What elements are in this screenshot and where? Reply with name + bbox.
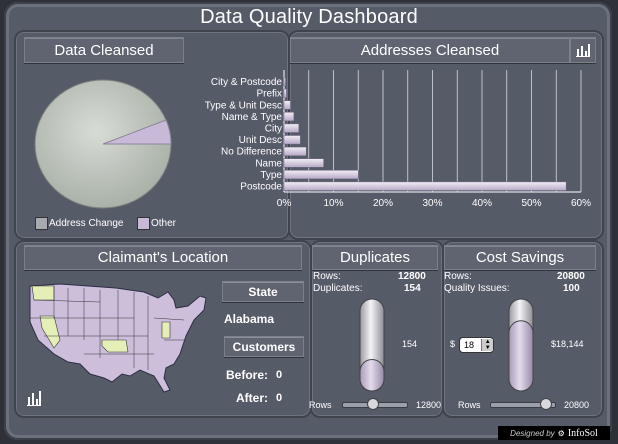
- bar-chart-icon: [27, 391, 41, 406]
- cs-rows-slider-knob[interactable]: [540, 398, 553, 410]
- cost-savings-gauge: [508, 298, 534, 392]
- x-tick-label: 20%: [373, 198, 393, 209]
- state-indiana: [161, 321, 171, 339]
- legend-label-address-change: Address Change: [49, 218, 124, 229]
- category-label: No Difference: [221, 147, 282, 158]
- cost-savings-panel: [442, 240, 604, 418]
- cs-qi-label: Quality Issues:: [444, 283, 510, 294]
- cost-stepper-value: 18: [464, 340, 475, 350]
- dup-slider-label: Rows: [309, 400, 332, 410]
- state-oklahoma: [101, 339, 129, 353]
- us-map[interactable]: [24, 278, 210, 396]
- state-nevada: [39, 315, 61, 349]
- cost-stepper[interactable]: 18 ▲ ▼: [459, 337, 494, 353]
- state-washington: [31, 285, 55, 301]
- bar[interactable]: [283, 181, 567, 191]
- bar[interactable]: [283, 77, 286, 87]
- data-cleansed-pie: [34, 79, 172, 209]
- bar[interactable]: [283, 158, 324, 168]
- cs-currency-label: $: [450, 339, 456, 349]
- before-label: Before:: [226, 368, 269, 382]
- category-label: Name: [255, 158, 282, 169]
- legend-swatch-other: [137, 217, 150, 230]
- after-value: 0: [276, 392, 283, 404]
- designed-by-badge[interactable]: Designed by ⚙ InfoSol: [498, 426, 610, 440]
- infosol-logo-icon: ⚙: [557, 428, 565, 438]
- x-tick-label: 50%: [521, 198, 541, 209]
- legend-swatch-address-change: [35, 217, 48, 230]
- cs-gauge-value: $18,144: [551, 339, 584, 349]
- x-tick-label: 0%: [277, 198, 292, 209]
- bar[interactable]: [283, 170, 359, 180]
- designed-by-label: Designed by: [510, 428, 555, 438]
- duplicates-header: Duplicates: [312, 245, 438, 270]
- x-tick-label: 10%: [323, 198, 343, 209]
- duplicates-gauge: [359, 298, 385, 392]
- state-button[interactable]: State: [222, 281, 304, 302]
- addresses-cleansed-header: Addresses Cleansed: [290, 37, 570, 63]
- data-cleansed-header: Data Cleansed: [24, 37, 184, 63]
- claimant-location-header: Claimant's Location: [24, 245, 302, 270]
- dup-duplicates-value: 154: [404, 283, 421, 294]
- before-value: 0: [276, 369, 283, 381]
- dup-rows-slider-knob[interactable]: [367, 398, 380, 410]
- bar[interactable]: [283, 135, 301, 145]
- category-label: City: [265, 124, 282, 135]
- cs-rows-slider-track[interactable]: [490, 402, 556, 408]
- brand-name: InfoSol: [567, 427, 598, 439]
- x-tick-label: 60%: [571, 198, 591, 209]
- bar[interactable]: [283, 88, 287, 98]
- cs-slider-label: Rows: [458, 400, 481, 410]
- x-tick-label: 40%: [472, 198, 492, 209]
- pie-slice-other[interactable]: [102, 119, 172, 145]
- gauge-fill: [359, 359, 385, 392]
- bar[interactable]: [283, 146, 307, 156]
- category-label: Prefix: [256, 89, 282, 100]
- map-chart-icon[interactable]: [26, 390, 42, 411]
- dup-rows-label: Rows:: [313, 271, 341, 282]
- dup-gauge-value: 154: [402, 339, 418, 349]
- state-value: Alabama: [224, 312, 275, 326]
- category-label: City & Postcode: [211, 77, 283, 88]
- bar[interactable]: [283, 112, 295, 122]
- page-title: Data Quality Dashboard: [200, 6, 418, 28]
- category-label: Postcode: [240, 182, 282, 193]
- customers-button[interactable]: Customers: [224, 336, 304, 357]
- after-label: After:: [236, 391, 268, 405]
- state-borders: [30, 286, 185, 370]
- category-label: Name & Type: [222, 112, 283, 123]
- cs-rows-label: Rows:: [444, 271, 472, 282]
- chart-toggle-button[interactable]: [570, 37, 596, 63]
- bar[interactable]: [283, 100, 291, 110]
- bar-chart-icon: [576, 44, 590, 57]
- cs-slider-value: 20800: [564, 400, 590, 410]
- category-label: Type: [260, 170, 282, 181]
- category-label: Unit Desc: [239, 135, 282, 146]
- cs-qi-value: 100: [563, 283, 580, 294]
- cost-savings-header: Cost Savings: [444, 245, 596, 270]
- dup-rows-value: 12800: [398, 271, 426, 282]
- cs-rows-value: 20800: [557, 271, 585, 282]
- category-label: Type & Unit Desc: [205, 100, 282, 111]
- dup-slider-value: 12800: [416, 400, 442, 410]
- addresses-cleansed-panel: [288, 30, 604, 240]
- legend-label-other: Other: [151, 218, 177, 229]
- bar[interactable]: [283, 123, 300, 133]
- x-tick-label: 30%: [422, 198, 442, 209]
- gauge-fill: [508, 320, 534, 392]
- stepper-arrows-icon[interactable]: ▲ ▼: [481, 339, 493, 351]
- dup-duplicates-label: Duplicates:: [313, 283, 363, 294]
